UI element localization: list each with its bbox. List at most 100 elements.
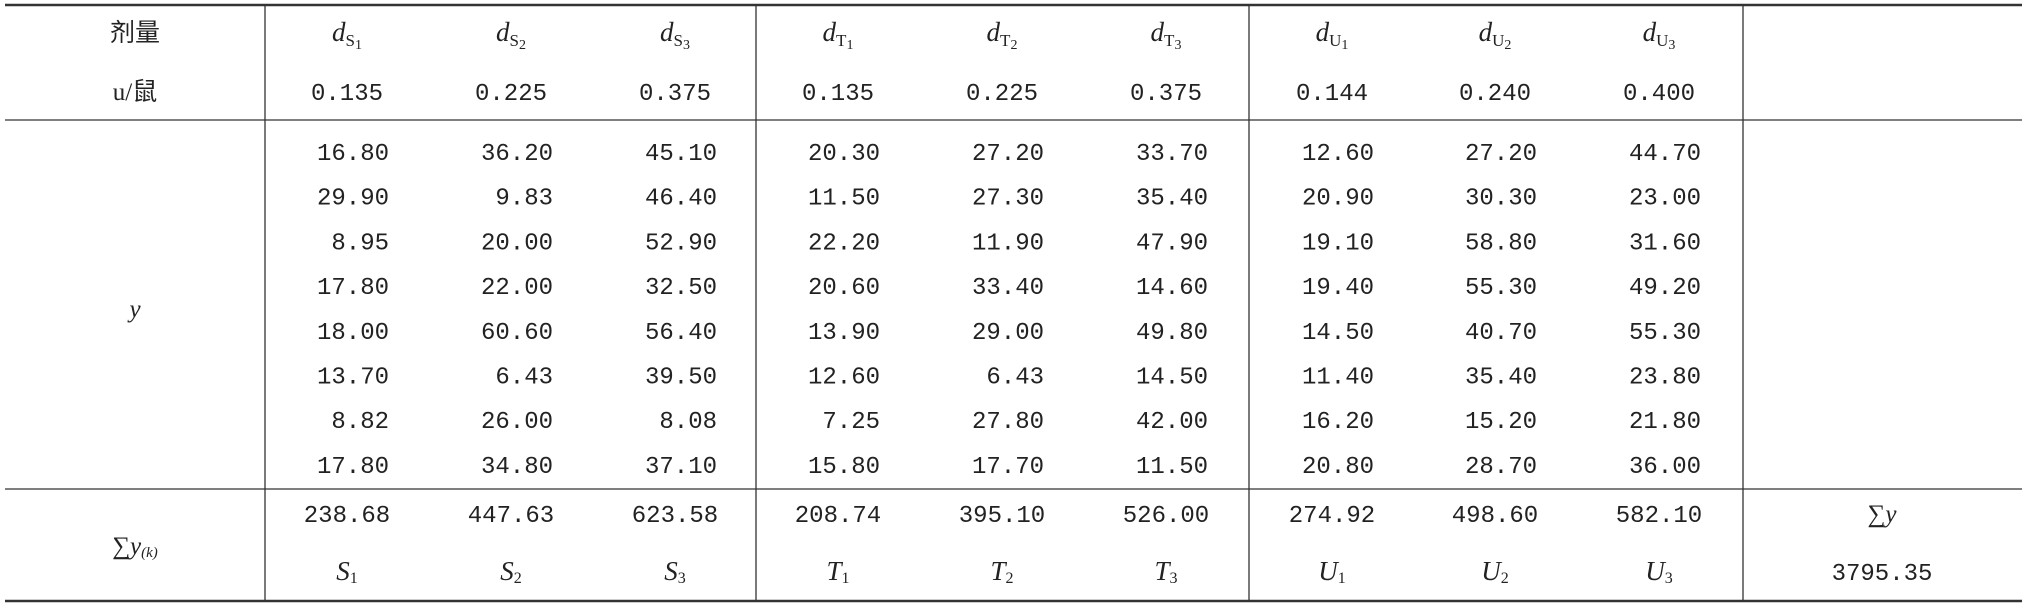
cell: 36.20: [481, 141, 553, 168]
cell: 15.20: [1465, 410, 1537, 437]
sum-value: 208.74: [795, 503, 881, 530]
cell-value: 17.80: [317, 454, 389, 481]
index: 2: [1501, 570, 1509, 587]
cell-value: 20.80: [1302, 454, 1374, 481]
cell-value: 27.20: [972, 141, 1044, 168]
dose: 0.375: [639, 81, 711, 108]
cell: 35.40: [1136, 186, 1208, 213]
cell-value: 60.60: [481, 320, 553, 347]
column-symbol: dS3: [660, 17, 690, 53]
cell: 55.30: [1629, 320, 1701, 347]
cell: 55.30: [1465, 275, 1537, 302]
cell-value: 22.20: [808, 231, 880, 258]
grand-total: 3795.35: [1832, 561, 1933, 588]
cell: 16.20: [1302, 410, 1374, 437]
cell: 13.90: [808, 320, 880, 347]
cell: 26.00: [481, 410, 553, 437]
cell-value: 16.20: [1302, 410, 1374, 437]
cell-value: 34.80: [481, 454, 553, 481]
cell-value: 21.80: [1629, 410, 1701, 437]
letter: T: [826, 556, 843, 586]
cell: 8.08: [659, 410, 717, 437]
cell-value: 42.00: [1136, 410, 1208, 437]
cell-value: 28.70: [1465, 454, 1537, 481]
sum: 498.60: [1452, 503, 1538, 530]
cell-value: 14.50: [1136, 365, 1208, 392]
cell-value: 14.50: [1302, 320, 1374, 347]
column-symbol: dS1: [332, 17, 362, 53]
cell-value: 39.50: [645, 365, 717, 392]
group: U: [1492, 31, 1504, 50]
grand-label: ∑y: [1868, 501, 1898, 528]
cell: 11.90: [972, 231, 1044, 258]
sum-name: T3: [1154, 556, 1177, 586]
letter: U: [1481, 556, 1502, 586]
sum-name: S2: [500, 556, 522, 586]
letter: S: [336, 556, 350, 586]
symbol: d: [1643, 17, 1657, 47]
cell-value: 36.20: [481, 141, 553, 168]
cell: 37.10: [645, 454, 717, 481]
cell: 6.43: [986, 365, 1044, 392]
column-symbol: dT3: [1151, 17, 1182, 53]
group: S: [510, 31, 519, 50]
letter: S: [500, 556, 514, 586]
cell-value: 11.40: [1302, 365, 1374, 392]
sum-value: 238.68: [304, 503, 390, 530]
cell: 18.00: [317, 320, 389, 347]
cell-value: 23.00: [1629, 186, 1701, 213]
cell: 13.70: [317, 365, 389, 392]
dose: 0.400: [1623, 81, 1695, 108]
sigma: ∑: [112, 533, 130, 560]
cell: 34.80: [481, 454, 553, 481]
cell: 46.40: [645, 186, 717, 213]
sum: 582.10: [1616, 503, 1702, 530]
cell-value: 30.30: [1465, 186, 1537, 213]
cell-value: 23.80: [1629, 365, 1701, 392]
letter: T: [1154, 556, 1171, 586]
cell: 22.00: [481, 275, 553, 302]
cell-value: 40.70: [1465, 320, 1537, 347]
cell: 35.40: [1465, 365, 1537, 392]
cell-value: 17.70: [972, 454, 1044, 481]
cell-value: 13.90: [808, 320, 880, 347]
cell: 56.40: [645, 320, 717, 347]
sum: 395.10: [959, 503, 1045, 530]
cell: 47.90: [1136, 231, 1208, 258]
index: 1: [350, 570, 358, 587]
cell-value: 12.60: [808, 365, 880, 392]
cell: 14.50: [1136, 365, 1208, 392]
cell: 20.90: [1302, 186, 1374, 213]
index: 2: [1010, 38, 1017, 53]
cell: 6.43: [495, 365, 553, 392]
cell-value: 11.90: [972, 231, 1044, 258]
group: U: [1656, 31, 1668, 50]
cell-value: 20.90: [1302, 186, 1374, 213]
column-symbol: dU1: [1316, 17, 1349, 53]
index: 2: [519, 38, 526, 53]
cell: 21.80: [1629, 410, 1701, 437]
symbol: d: [660, 17, 674, 47]
group: S: [346, 31, 355, 50]
cell: 12.60: [808, 365, 880, 392]
index: 1: [1341, 38, 1348, 53]
dose-value: 0.375: [1130, 81, 1202, 108]
totals-label: ∑y(k): [112, 533, 158, 562]
cell: 20.00: [481, 231, 553, 258]
symbol: d: [1479, 17, 1493, 47]
cell: 42.00: [1136, 410, 1208, 437]
cell: 44.70: [1629, 141, 1701, 168]
sum-value: 447.63: [468, 503, 554, 530]
cell-value: 56.40: [645, 320, 717, 347]
cell-value: 7.25: [822, 410, 880, 437]
sum: 526.00: [1123, 503, 1209, 530]
cell-value: 36.00: [1629, 454, 1701, 481]
sum-value: 526.00: [1123, 503, 1209, 530]
symbol: d: [1316, 17, 1330, 47]
cell-value: 46.40: [645, 186, 717, 213]
index: 3: [678, 570, 686, 587]
cell: 7.25: [822, 410, 880, 437]
cell-value: 27.80: [972, 410, 1044, 437]
cell-value: 9.83: [495, 186, 553, 213]
